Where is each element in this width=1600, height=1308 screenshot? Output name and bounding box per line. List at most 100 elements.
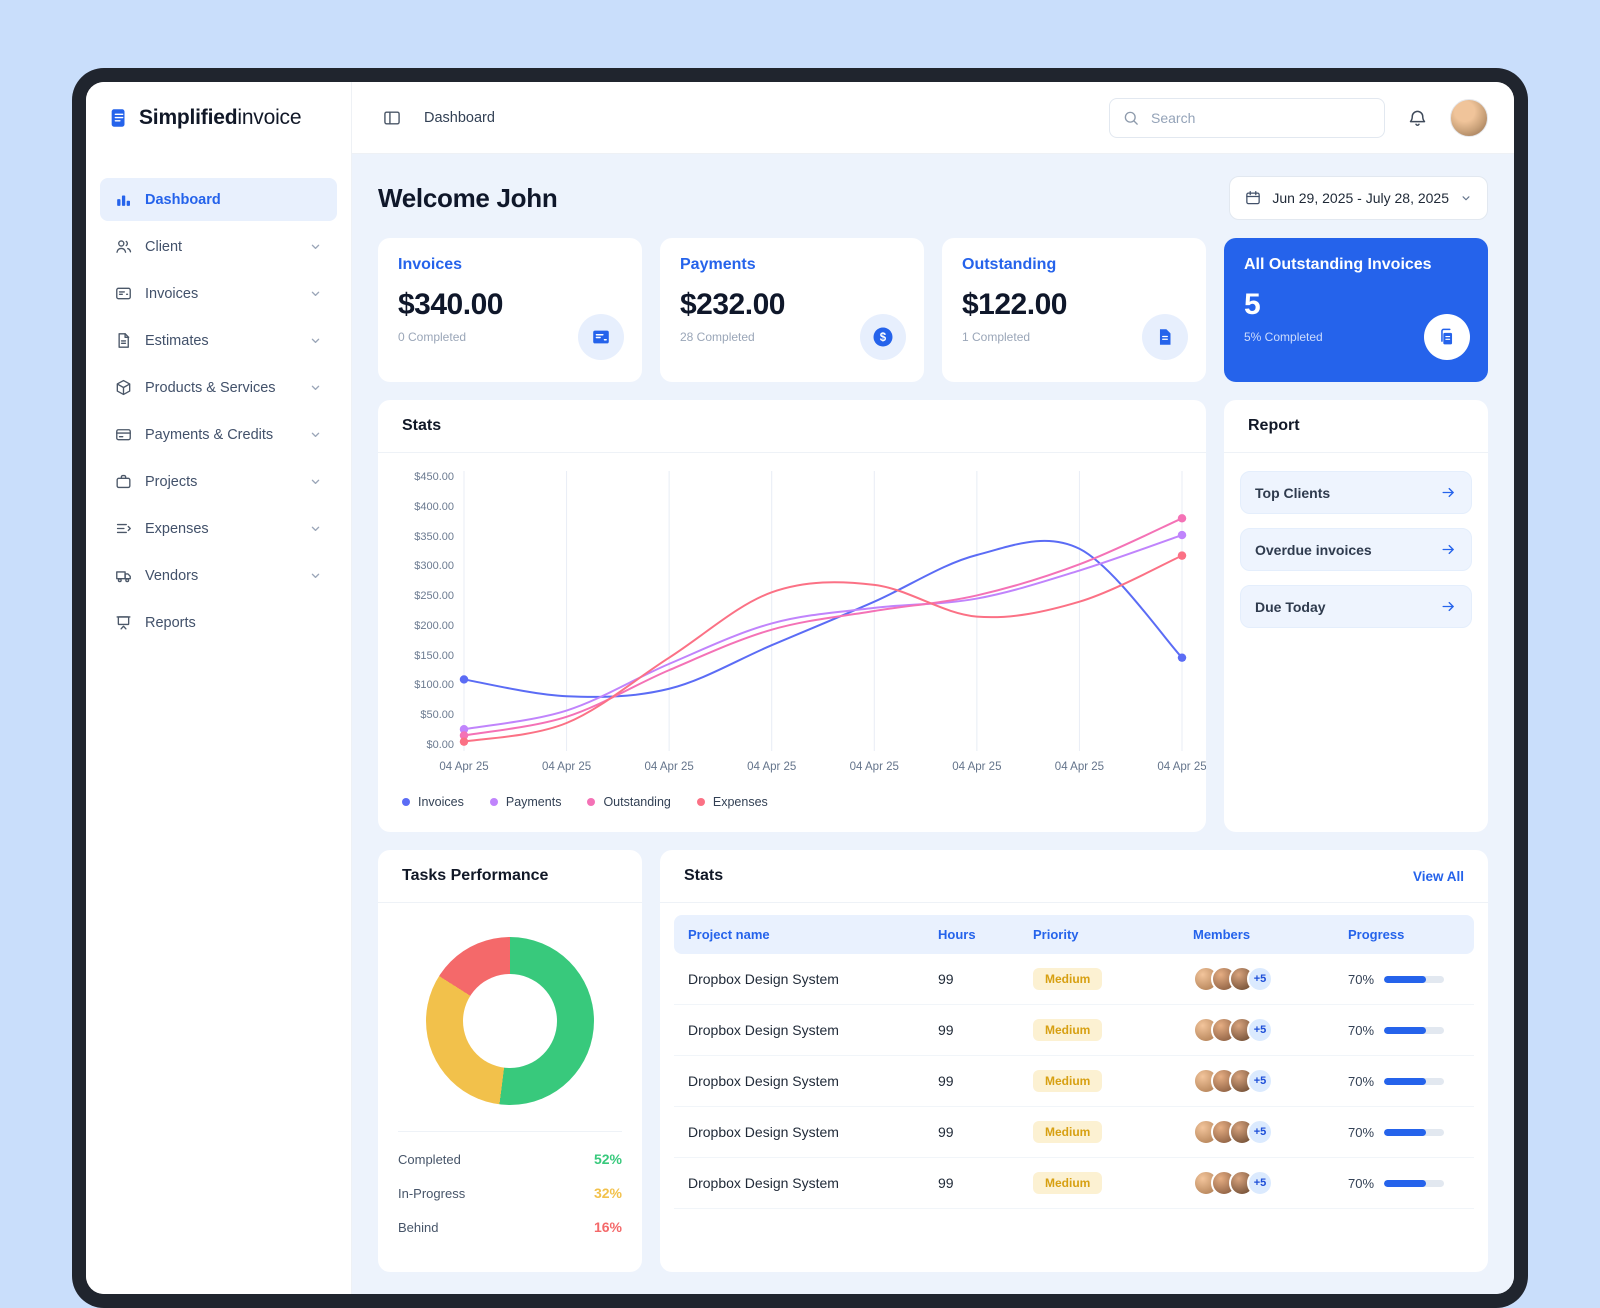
brand-name: Simplifiedinvoice xyxy=(139,106,302,129)
project-name: Dropbox Design System xyxy=(688,1073,839,1089)
tasks-performance-card: Tasks Performance Completed 52% In-Progr… xyxy=(378,850,642,1272)
panel-toggle-icon xyxy=(384,110,400,125)
sidebar-item-expenses[interactable]: Expenses xyxy=(100,507,337,550)
chart-title: Stats xyxy=(402,417,442,434)
hours: 99 xyxy=(938,971,954,987)
table-row[interactable]: Dropbox Design System 99 Medium +5 70% xyxy=(674,1107,1474,1158)
priority-badge: Medium xyxy=(1033,1172,1103,1194)
y-axis-label: $150.00 xyxy=(414,649,454,662)
y-axis-labels: $450.00 $400.00 $350.00 $300.00 $250.00 $200.… xyxy=(402,471,454,751)
dollar-icon: $ xyxy=(860,314,906,360)
sidebar-item-payments-credits[interactable]: Payments & Credits xyxy=(100,413,337,456)
progress-bar xyxy=(1384,1077,1445,1085)
members-extra-badge: +5 xyxy=(1247,1119,1273,1145)
members: +5 xyxy=(1193,1170,1348,1196)
stat-card-title: All Outstanding Invoices xyxy=(1244,256,1432,273)
y-axis-label: $250.00 xyxy=(414,590,454,603)
project-name: Dropbox Design System xyxy=(688,1124,839,1140)
sidebar-item-reports[interactable]: Reports xyxy=(100,601,337,644)
main-content: Welcome John Jun 29, 2025 - July 28, 202… xyxy=(352,154,1514,1294)
report-link-overdue-invoices[interactable]: Overdue invoices xyxy=(1240,528,1472,571)
projects-table-card: Stats View All Project name Hours Priori… xyxy=(660,850,1488,1272)
x-axis-label: 04 Apr 25 xyxy=(849,761,899,773)
sidebar-item-projects[interactable]: Projects xyxy=(100,460,337,503)
brand-logo-icon xyxy=(111,109,125,127)
truck-icon xyxy=(116,571,131,583)
chevron-down-icon xyxy=(308,427,323,442)
sidebar-item-invoices[interactable]: Invoices xyxy=(100,272,337,315)
members: +5 xyxy=(1193,1068,1348,1094)
priority-badge: Medium xyxy=(1033,968,1103,990)
report-link-top-clients[interactable]: Top Clients xyxy=(1240,471,1472,514)
app-frame: Simplifiedinvoice Dashboard Client Invoi… xyxy=(72,68,1528,1308)
chevron-down-icon xyxy=(308,239,323,254)
stat-card-amount: $232.00 xyxy=(680,288,785,321)
briefcase-icon xyxy=(116,474,131,489)
members: +5 xyxy=(1193,1017,1348,1043)
svg-text:$: $ xyxy=(880,332,887,344)
progress-bar xyxy=(1384,1179,1445,1187)
main-column: Dashboard Welcome John Jun 29, 2025 - Ju… xyxy=(352,82,1514,1294)
stats-chart-card: Stats $450.00 $400.00 $350.00 $300.00 $250.0… xyxy=(378,400,1206,832)
copy-docs-icon xyxy=(1424,314,1470,360)
sidebar-item-estimates[interactable]: Estimates xyxy=(100,319,337,362)
members-extra-badge: +5 xyxy=(1247,1170,1273,1196)
chevron-down-icon xyxy=(308,474,323,489)
table-row[interactable]: Dropbox Design System 99 Medium +5 70% xyxy=(674,954,1474,1005)
sidebar-toggle-button[interactable] xyxy=(378,104,406,132)
search-icon xyxy=(1124,111,1138,125)
user-avatar[interactable] xyxy=(1450,98,1488,137)
users-icon xyxy=(116,240,132,253)
members-extra-badge: +5 xyxy=(1247,1017,1273,1043)
progress-label: 70% xyxy=(1348,1175,1375,1191)
sidebar-item-label: Dashboard xyxy=(145,191,221,208)
notifications-button[interactable] xyxy=(1403,103,1432,132)
stat-card-invoices: Invoices $340.00 0 Completed xyxy=(378,238,642,382)
stat-card-subtitle: 5% Completed xyxy=(1244,330,1323,344)
table-row[interactable]: Dropbox Design System 99 Medium +5 70% xyxy=(674,1005,1474,1056)
date-range-label: Jun 29, 2025 - July 28, 2025 xyxy=(1272,190,1449,206)
tasks-title: Tasks Performance xyxy=(402,867,549,884)
chevron-down-icon xyxy=(308,333,323,348)
sidebar-item-label: Reports xyxy=(145,614,196,631)
sidebar-item-label: Vendors xyxy=(145,567,199,584)
y-axis-label: $450.00 xyxy=(414,471,454,483)
hours: 99 xyxy=(938,1175,954,1191)
members-extra-badge: +5 xyxy=(1247,966,1273,992)
sidebar: Simplifiedinvoice Dashboard Client Invoi… xyxy=(86,82,352,1294)
y-axis-label: $0.00 xyxy=(426,738,454,751)
sidebar-item-label: Expenses xyxy=(145,520,209,537)
sidebar-item-label: Projects xyxy=(145,473,198,490)
stat-card-outstanding: Outstanding $122.00 1 Completed xyxy=(942,238,1206,382)
date-range-picker[interactable]: Jun 29, 2025 - July 28, 2025 xyxy=(1229,176,1488,220)
members: +5 xyxy=(1193,1119,1348,1145)
sidebar-item-client[interactable]: Client xyxy=(100,225,337,268)
sidebar-item-label: Client xyxy=(145,238,183,255)
progress-label: 70% xyxy=(1348,1073,1375,1089)
sidebar-item-vendors[interactable]: Vendors xyxy=(100,554,337,597)
stat-card-title: Invoices xyxy=(398,256,463,273)
expenses-icon xyxy=(116,523,131,534)
x-axis-labels: 04 Apr 25 04 Apr 25 04 Apr 25 04 Apr 25 04 A… xyxy=(439,761,1206,777)
report-link-due-today[interactable]: Due Today xyxy=(1240,585,1472,628)
search-input[interactable] xyxy=(1149,108,1372,127)
y-axis-label: $200.00 xyxy=(414,619,454,632)
x-axis-label: 04 Apr 25 xyxy=(747,761,797,773)
priority-badge: Medium xyxy=(1033,1019,1103,1041)
progress-bar xyxy=(1384,975,1445,983)
table-row[interactable]: Dropbox Design System 99 Medium +5 70% xyxy=(674,1158,1474,1209)
y-axis-label: $400.00 xyxy=(414,500,454,513)
sidebar-item-products-services[interactable]: Products & Services xyxy=(100,366,337,409)
sidebar-item-label: Payments & Credits xyxy=(145,426,274,443)
tasks-legend: Completed 52% In-Progress 32% Behind 16% xyxy=(398,1131,622,1244)
credit-card-icon xyxy=(116,429,131,441)
arrow-right-icon xyxy=(1442,487,1454,498)
search-box xyxy=(1109,97,1385,138)
view-all-link[interactable]: View All xyxy=(1412,868,1464,884)
priority-badge: Medium xyxy=(1033,1070,1103,1092)
sidebar-item-dashboard[interactable]: Dashboard xyxy=(100,178,337,221)
sidebar-item-label: Products & Services xyxy=(145,379,276,396)
table-row[interactable]: Dropbox Design System 99 Medium +5 70% xyxy=(674,1056,1474,1107)
y-axis-label: $300.00 xyxy=(414,560,454,573)
legend-dot xyxy=(587,798,596,806)
